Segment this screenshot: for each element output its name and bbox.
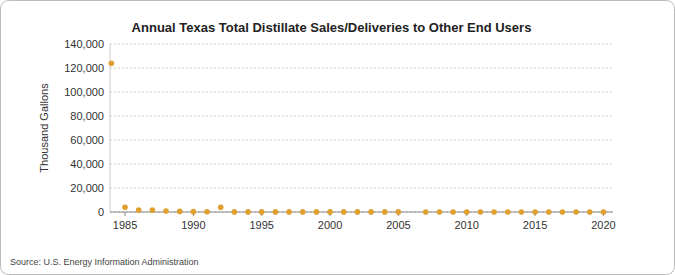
point xyxy=(546,209,552,215)
title: Annual Texas Total Distillate Sales/Deli… xyxy=(132,20,532,35)
point xyxy=(314,209,320,215)
point xyxy=(300,209,306,215)
chart: Annual Texas Total Distillate Sales/Deli… xyxy=(0,0,675,275)
point xyxy=(396,209,402,215)
x-tick-label: 1990 xyxy=(181,219,205,231)
points xyxy=(109,60,607,214)
point xyxy=(122,204,128,210)
point xyxy=(491,209,497,215)
x-tick-label: 1985 xyxy=(113,219,137,231)
point xyxy=(286,209,292,215)
point xyxy=(150,207,156,213)
grid-line xyxy=(110,188,613,189)
x-tick-label: 2015 xyxy=(523,219,547,231)
x-tick-label: 2005 xyxy=(386,219,410,231)
point xyxy=(191,209,197,215)
point xyxy=(368,209,374,215)
point xyxy=(355,209,361,215)
grid-line xyxy=(110,116,613,117)
source: Source: U.S. Energy Information Administ… xyxy=(10,257,199,267)
x-tick-label: 1995 xyxy=(249,219,273,231)
point xyxy=(218,204,224,210)
grid-line xyxy=(110,44,613,45)
grid-line xyxy=(110,92,613,93)
point xyxy=(259,209,265,215)
y-axis-line xyxy=(110,44,111,212)
x-tick xyxy=(125,212,126,216)
point xyxy=(532,209,538,215)
point xyxy=(109,60,115,66)
point xyxy=(204,209,210,215)
point xyxy=(163,208,169,214)
grid-line xyxy=(110,140,613,141)
y-tick-label: 20,000 xyxy=(70,182,104,194)
point xyxy=(519,209,525,215)
point xyxy=(505,209,511,215)
point xyxy=(560,209,566,215)
point xyxy=(327,209,333,215)
point xyxy=(573,209,579,215)
point xyxy=(478,209,484,215)
grid-line xyxy=(110,68,613,69)
y-tick-label: 80,000 xyxy=(70,110,104,122)
point xyxy=(341,209,347,215)
x-tick-label: 2010 xyxy=(455,219,479,231)
point xyxy=(464,209,470,215)
point xyxy=(136,207,142,213)
point xyxy=(245,209,251,215)
point xyxy=(382,209,388,215)
point xyxy=(273,209,279,215)
x-tick-label: 2020 xyxy=(591,219,615,231)
point xyxy=(601,209,607,215)
y-tick-label: 120,000 xyxy=(64,62,104,74)
y-axis-label: Thousand Gallons xyxy=(38,83,50,173)
point xyxy=(177,209,183,215)
y-tick-label: 40,000 xyxy=(70,158,104,170)
grid-line xyxy=(110,164,613,165)
x-tick-label: 2000 xyxy=(318,219,342,231)
y-tick-label: 60,000 xyxy=(70,134,104,146)
point xyxy=(423,209,429,215)
y-tick-label: 100,000 xyxy=(64,86,104,98)
point xyxy=(450,209,456,215)
y-tick-label: 140,000 xyxy=(64,38,104,50)
chart-frame xyxy=(1,1,675,275)
point xyxy=(437,209,443,215)
y-tick-label: 0 xyxy=(98,206,104,218)
point xyxy=(232,209,238,215)
point xyxy=(587,209,593,215)
